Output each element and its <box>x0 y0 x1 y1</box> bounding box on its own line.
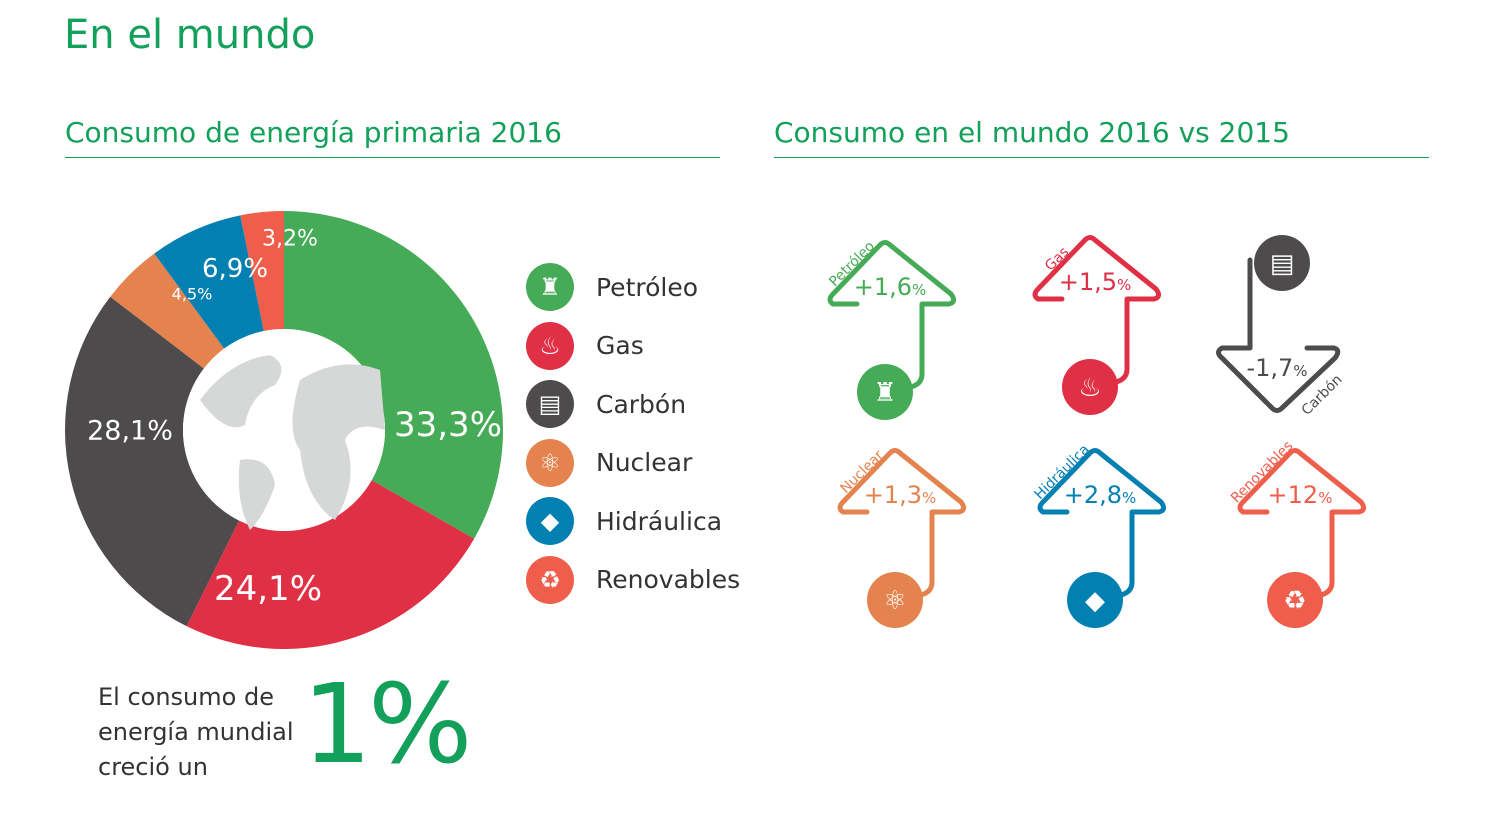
arrow-outline <box>1032 235 1162 385</box>
donut-slice-4 <box>154 215 264 349</box>
donut-chart-title: Consumo de energía primaria 2016 <box>65 116 720 158</box>
donut-label-2: 28,1% <box>87 415 173 446</box>
recycle-leaf-icon: ♻ <box>526 555 574 604</box>
legend-item: ◆ Hidráulica <box>526 497 722 545</box>
legend-item: ⚛ Nuclear <box>526 438 693 487</box>
arrow-5: ♻Renovables+12% <box>1228 438 1367 628</box>
arrow-4: ◆Hidráulica+2,8% <box>1032 442 1167 628</box>
flame-icon: ♨ <box>526 321 574 370</box>
flame-icon-circle <box>1062 359 1118 415</box>
coal-cart-icon: ▤ <box>526 380 574 428</box>
donut-slice-3 <box>110 253 225 369</box>
legend-label: Gas <box>596 331 644 360</box>
legend-item: ♜ Petróleo <box>526 263 698 311</box>
arrow-2: ▤Carbón-1,7% <box>1216 235 1346 419</box>
arrow-outline <box>1037 448 1167 598</box>
water-drop-icon: ◆ <box>1085 586 1105 616</box>
arrow-value: +1,3% <box>864 481 937 509</box>
oil-derrick-icon: ♜ <box>526 263 574 311</box>
arrow-3: ⚛Nuclear+1,3% <box>837 447 967 628</box>
arrow-outline <box>837 448 967 598</box>
legend-label: Renovables <box>596 565 741 594</box>
water-drop-icon-circle <box>1067 572 1123 628</box>
legend-label: Hidráulica <box>596 506 723 536</box>
arrow-value: +2,8% <box>1064 481 1137 509</box>
growth-value: 1% <box>302 660 473 788</box>
arrow-value: +12% <box>1268 481 1333 509</box>
water-drop-icon: ◆ <box>526 497 574 545</box>
recycle-leaf-icon-circle <box>1267 572 1323 628</box>
arrow-1: ♨Gas+1,5% <box>1032 235 1162 415</box>
legend-item: ♨ Gas <box>526 321 644 370</box>
legend-label: Carbón <box>596 389 687 419</box>
flame-icon: ♨ <box>1078 373 1101 403</box>
continent-shape <box>292 364 385 520</box>
recycle-leaf-icon: ♻ <box>1283 586 1306 616</box>
legend-label: Petróleo <box>596 272 699 302</box>
donut-slice-1 <box>186 480 475 649</box>
arrow-value: +1,5% <box>1059 268 1132 296</box>
donut-label-0: 33,3% <box>394 405 502 445</box>
page-title: En el mundo <box>64 12 316 58</box>
arrow-outline <box>1237 448 1367 598</box>
donut-label-5: 3,2% <box>262 227 318 252</box>
coal-cart-icon: ▤ <box>1270 249 1295 279</box>
growth-note: El consumo de energía mundial creció un <box>98 683 294 781</box>
oil-derrick-icon-circle <box>857 364 913 420</box>
legend-label: Nuclear <box>596 448 693 477</box>
donut-slice-0 <box>284 211 503 539</box>
arrow-value: -1,7% <box>1246 354 1307 382</box>
legend-item: ▤ Carbón <box>526 380 686 428</box>
arrow-value: +1,6% <box>854 273 927 301</box>
donut-label-1: 24,1% <box>214 569 322 609</box>
coal-cart-icon-circle <box>1254 235 1310 291</box>
continent-shape <box>200 355 282 428</box>
arrow-outline <box>827 240 957 390</box>
oil-derrick-icon: ♜ <box>873 378 896 408</box>
continent-shape <box>238 459 275 530</box>
arrows-chart-title: Consumo en el mundo 2016 vs 2015 <box>774 116 1429 158</box>
legend-item: ♻ Renovables <box>526 555 741 604</box>
atom-icon-circle <box>867 572 923 628</box>
atom-icon: ⚛ <box>526 438 574 487</box>
atom-icon: ⚛ <box>883 586 906 616</box>
donut-slice-2 <box>64 296 240 627</box>
arrow-outline <box>1216 257 1341 413</box>
donut-label-4: 6,9% <box>202 254 268 284</box>
globe-icon <box>183 329 385 531</box>
arrow-0: ♜Petróleo+1,6% <box>826 238 957 420</box>
donut-slice-5 <box>240 211 284 332</box>
donut-label-3: 4,5% <box>172 285 213 304</box>
